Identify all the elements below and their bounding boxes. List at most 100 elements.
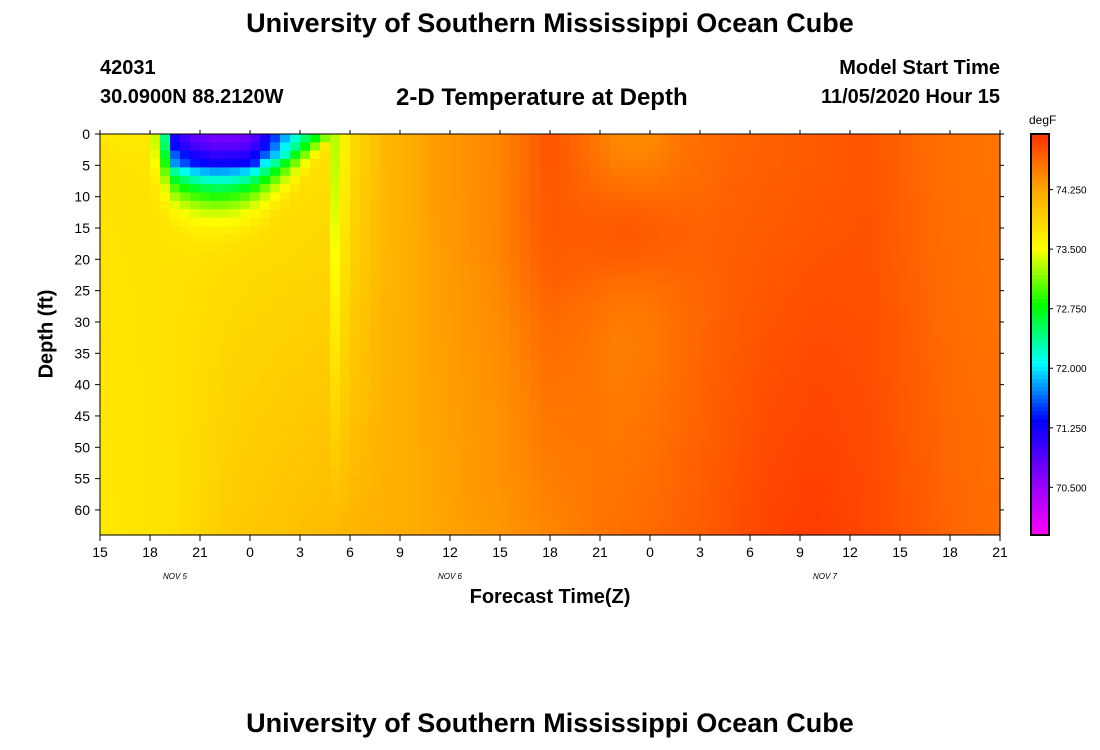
heatmap-cell	[530, 250, 541, 260]
heatmap-cell	[920, 501, 931, 511]
heatmap-cell	[650, 351, 661, 361]
heatmap-cell	[270, 134, 281, 143]
heatmap-cell	[860, 159, 871, 169]
heatmap-cell	[440, 150, 451, 160]
heatmap-cell	[470, 476, 481, 486]
heatmap-cell	[420, 259, 431, 269]
heatmap-cell	[440, 301, 451, 311]
heatmap-cell	[230, 426, 241, 436]
heatmap-cell	[510, 159, 521, 169]
heatmap-cell	[490, 493, 501, 503]
heatmap-cell	[410, 200, 421, 210]
heatmap-cell	[480, 192, 491, 202]
heatmap-cell	[320, 484, 331, 494]
heatmap-cell	[580, 392, 591, 402]
heatmap-cell	[870, 367, 881, 377]
heatmap-cell	[540, 209, 551, 219]
heatmap-cell	[230, 159, 241, 169]
heatmap-cell	[930, 259, 941, 269]
heatmap-cell	[540, 250, 551, 260]
heatmap-cell	[310, 384, 321, 394]
heatmap-cell	[210, 526, 221, 536]
heatmap-cell	[940, 326, 951, 336]
heatmap-cell	[720, 392, 731, 402]
heatmap-cell	[360, 200, 371, 210]
heatmap-cell	[500, 501, 511, 511]
heatmap-cell	[140, 351, 151, 361]
heatmap-cell	[490, 426, 501, 436]
heatmap-cell	[200, 142, 211, 152]
colorbar-segment	[1031, 402, 1049, 408]
colorbar-segment	[1031, 314, 1049, 320]
heatmap-cell	[220, 493, 231, 503]
heatmap-cell	[460, 409, 471, 419]
heatmap-cell	[710, 209, 721, 219]
heatmap-cell	[840, 259, 851, 269]
heatmap-cell	[790, 150, 801, 160]
heatmap-cell	[540, 468, 551, 478]
heatmap-cell	[740, 267, 751, 277]
heatmap-cell	[900, 476, 911, 486]
heatmap-cell	[470, 384, 481, 394]
heatmap-cell	[640, 459, 651, 469]
colorbar-segment	[1031, 366, 1049, 372]
heatmap-cell	[300, 250, 311, 260]
y-tick-label: 45	[74, 408, 90, 424]
heatmap-cell	[210, 468, 221, 478]
heatmap-cell	[420, 301, 431, 311]
heatmap-cell	[900, 509, 911, 519]
heatmap-cell	[910, 242, 921, 252]
heatmap-cell	[120, 384, 131, 394]
heatmap-cell	[240, 159, 251, 169]
heatmap-cell	[140, 392, 151, 402]
heatmap-cell	[480, 326, 491, 336]
heatmap-cell	[670, 217, 681, 227]
heatmap-cell	[430, 451, 441, 461]
y-tick-label: 25	[74, 283, 90, 299]
heatmap-cell	[230, 518, 241, 528]
heatmap-cell	[300, 217, 311, 227]
heatmap-cell	[200, 367, 211, 377]
heatmap-cell	[350, 501, 361, 511]
heatmap-cell	[630, 459, 641, 469]
heatmap-cell	[500, 209, 511, 219]
heatmap-cell	[750, 493, 761, 503]
heatmap-cell	[110, 376, 121, 386]
heatmap-cell	[950, 284, 961, 294]
heatmap-cell	[110, 276, 121, 285]
heatmap-cell	[200, 443, 211, 453]
heatmap-cell	[260, 501, 271, 511]
heatmap-cell	[180, 476, 191, 486]
heatmap-cell	[990, 142, 1001, 152]
heatmap-cell	[570, 434, 581, 444]
heatmap-cell	[810, 376, 821, 386]
heatmap-cell	[680, 225, 691, 235]
heatmap-cell	[180, 276, 191, 285]
heatmap-cell	[500, 459, 511, 469]
colorbar-segment	[1031, 398, 1049, 404]
heatmap-cell	[710, 418, 721, 427]
heatmap-cell	[330, 142, 341, 152]
heatmap-cell	[530, 301, 541, 311]
heatmap-cell	[500, 484, 511, 494]
heatmap-cell	[500, 418, 511, 427]
heatmap-cell	[610, 200, 621, 210]
heatmap-cell	[560, 384, 571, 394]
heatmap-cell	[450, 367, 461, 377]
heatmap-cell	[890, 159, 901, 169]
heatmap-cell	[940, 334, 951, 344]
heatmap-cell	[720, 225, 731, 235]
heatmap-cell	[840, 509, 851, 519]
heatmap-cell	[690, 134, 701, 143]
heatmap-cell	[410, 518, 421, 528]
heatmap-cell	[460, 234, 471, 244]
heatmap-cell	[220, 392, 231, 402]
heatmap-cell	[190, 493, 201, 503]
heatmap-cell	[490, 443, 501, 453]
heatmap-cell	[150, 217, 161, 227]
heatmap-cell	[930, 167, 941, 177]
heatmap-cell	[790, 184, 801, 194]
heatmap-cell	[920, 159, 931, 169]
heatmap-cell	[870, 459, 881, 469]
heatmap-cell	[140, 150, 151, 160]
